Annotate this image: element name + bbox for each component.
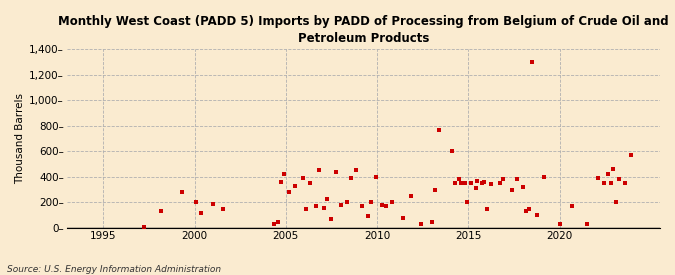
Title: Monthly West Coast (PADD 5) Imports by PADD of Processing from Belgium of Crude : Monthly West Coast (PADD 5) Imports by P…: [58, 15, 669, 45]
Y-axis label: Thousand Barrels: Thousand Barrels: [15, 93, 25, 184]
Text: Source: U.S. Energy Information Administration: Source: U.S. Energy Information Administ…: [7, 265, 221, 274]
